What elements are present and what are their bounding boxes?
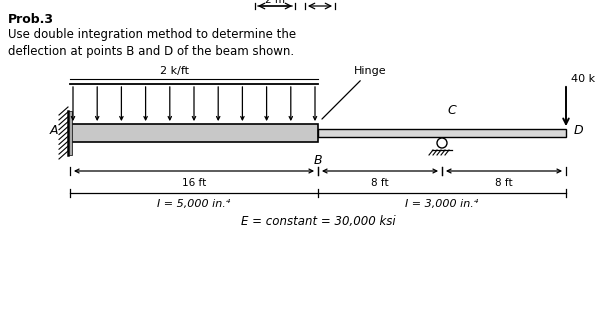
Text: 8 ft: 8 ft <box>495 178 513 188</box>
FancyBboxPatch shape <box>68 111 71 155</box>
Circle shape <box>437 138 447 148</box>
Text: deflection at points B and D of the beam shown.: deflection at points B and D of the beam… <box>8 45 294 58</box>
Text: 16 ft: 16 ft <box>182 178 206 188</box>
Text: 8 ft: 8 ft <box>371 178 389 188</box>
Text: B: B <box>314 154 322 167</box>
Text: I = 3,000 in.⁴: I = 3,000 in.⁴ <box>405 199 479 209</box>
Bar <box>318 129 566 137</box>
Text: Hinge: Hinge <box>322 66 386 119</box>
Text: I = 5,000 in.⁴: I = 5,000 in.⁴ <box>157 199 230 209</box>
Text: E = constant = 30,000 ksi: E = constant = 30,000 ksi <box>241 215 395 228</box>
Text: 40 k: 40 k <box>571 74 595 84</box>
Text: A: A <box>49 125 58 137</box>
Text: 2 k/ft: 2 k/ft <box>160 66 188 76</box>
Text: D: D <box>574 125 583 137</box>
Bar <box>70 124 318 142</box>
Text: Prob.3: Prob.3 <box>8 13 54 26</box>
Text: Use double integration method to determine the: Use double integration method to determi… <box>8 28 296 41</box>
Text: C: C <box>447 104 456 117</box>
Text: 2 m: 2 m <box>265 0 285 5</box>
